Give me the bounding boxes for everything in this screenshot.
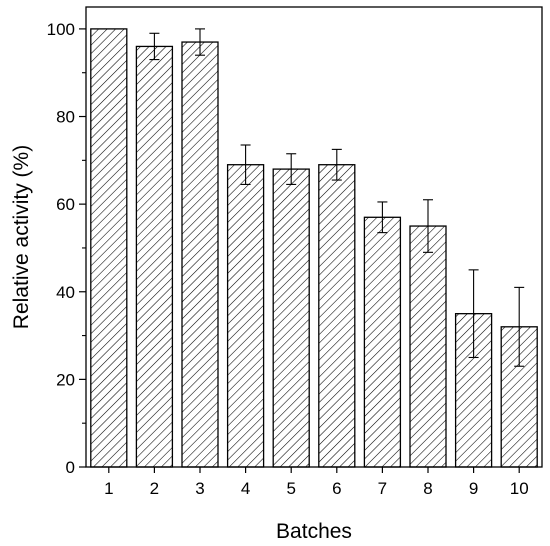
error-bar-batch-8 bbox=[423, 199, 433, 253]
y-axis-title: Relative activity (%) bbox=[10, 145, 33, 329]
x-tick-label: 8 bbox=[423, 479, 432, 498]
x-tick-label: 4 bbox=[241, 479, 250, 498]
bar-batch-3 bbox=[181, 41, 219, 468]
bar-batch-1 bbox=[90, 28, 128, 468]
y-tick-label: 40 bbox=[56, 283, 75, 302]
bar-batch-6 bbox=[318, 164, 356, 468]
error-bar-batch-10 bbox=[514, 286, 525, 367]
x-tick-label: 7 bbox=[378, 479, 387, 498]
error-bar-batch-9 bbox=[468, 269, 479, 359]
error-bar-batch-7 bbox=[377, 201, 388, 234]
x-tick-label: 10 bbox=[510, 479, 529, 498]
y-tick-label: 80 bbox=[56, 108, 75, 127]
bar-batch-8 bbox=[409, 225, 447, 468]
x-tick-label: 6 bbox=[332, 479, 341, 498]
x-axis-title: Batches bbox=[276, 520, 352, 543]
x-tick-label: 2 bbox=[150, 479, 159, 498]
error-bars-group bbox=[149, 28, 525, 367]
plot-frame bbox=[85, 6, 543, 468]
x-tick-label: 5 bbox=[286, 479, 295, 498]
y-tick-label: 0 bbox=[66, 458, 75, 477]
y-tick-label: 100 bbox=[47, 20, 75, 39]
x-tick-label: 3 bbox=[195, 479, 204, 498]
bar-batch-4 bbox=[226, 164, 265, 468]
error-bar-batch-4 bbox=[240, 144, 251, 185]
error-bar-batch-6 bbox=[331, 148, 342, 181]
bar-batch-7 bbox=[363, 216, 402, 468]
x-tick-label: 1 bbox=[104, 479, 113, 498]
error-bar-batch-2 bbox=[149, 32, 160, 61]
bars-group bbox=[90, 28, 538, 468]
y-tick-label: 20 bbox=[56, 370, 75, 389]
y-tick-label: 60 bbox=[56, 195, 75, 214]
bar-batch-5 bbox=[272, 168, 310, 468]
error-bar-batch-5 bbox=[286, 153, 297, 185]
bar-batch-2 bbox=[135, 45, 174, 468]
error-bar-batch-3 bbox=[195, 28, 205, 56]
x-tick-label: 9 bbox=[469, 479, 478, 498]
